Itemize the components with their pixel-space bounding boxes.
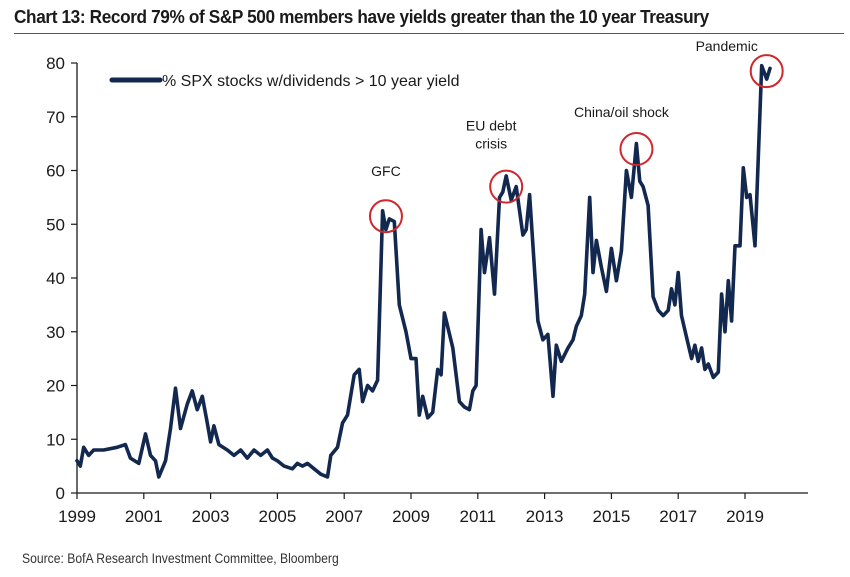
- annotation-circle: [749, 54, 784, 89]
- annotation-circle: [368, 199, 403, 234]
- annotation-label: EU debt: [466, 118, 517, 134]
- source-note: Source: BofA Research Investment Committ…: [22, 551, 339, 566]
- x-tick-label: 2001: [125, 507, 163, 526]
- x-tick-label: 2007: [325, 507, 363, 526]
- axes: 0 10 20 30 40 50 60 70 80 1999 2001 2003 2005 2007 200…: [46, 54, 808, 526]
- x-tick-label: 2019: [726, 507, 764, 526]
- annotation-layer: GFC EU debt crisis China/oil shock Pandemic: [368, 38, 784, 234]
- x-tick-label: 2009: [392, 507, 430, 526]
- annotation-label: Pandemic: [696, 38, 758, 54]
- x-tick-label: 2015: [592, 507, 630, 526]
- y-tick-label: 10: [46, 430, 65, 449]
- x-tick-label: 2011: [460, 507, 497, 526]
- legend-label: % SPX stocks w/dividends > 10 year yield: [162, 73, 459, 90]
- x-tick-label: 2013: [526, 507, 564, 526]
- x-tick-label: 2017: [659, 507, 697, 526]
- y-tick-label: 50: [46, 215, 65, 234]
- y-tick-label: 80: [46, 54, 65, 73]
- x-tick-label: 2003: [192, 507, 230, 526]
- y-tick-label: 60: [46, 162, 65, 181]
- legend: % SPX stocks w/dividends > 10 year yield: [109, 73, 459, 90]
- y-tick-label: 40: [46, 269, 65, 288]
- x-tick-label: 1999: [58, 507, 96, 526]
- x-tick-label: 2005: [258, 507, 296, 526]
- series-layer: [75, 63, 772, 479]
- y-tick-label: 0: [56, 484, 65, 503]
- y-tick-label: 70: [46, 108, 65, 127]
- y-tick-label: 20: [46, 377, 65, 396]
- title-underline: [14, 33, 844, 34]
- annotation-label: GFC: [371, 163, 401, 179]
- annotation-circle: [489, 169, 524, 204]
- annotation-label: China/oil shock: [574, 104, 670, 120]
- chart-title: Chart 13: Record 79% of S&P 500 members …: [14, 6, 709, 27]
- y-tick-label: 30: [46, 323, 65, 342]
- series-line: [75, 63, 772, 479]
- annotation-circle: [619, 132, 654, 166]
- annotation-label: crisis: [475, 136, 507, 152]
